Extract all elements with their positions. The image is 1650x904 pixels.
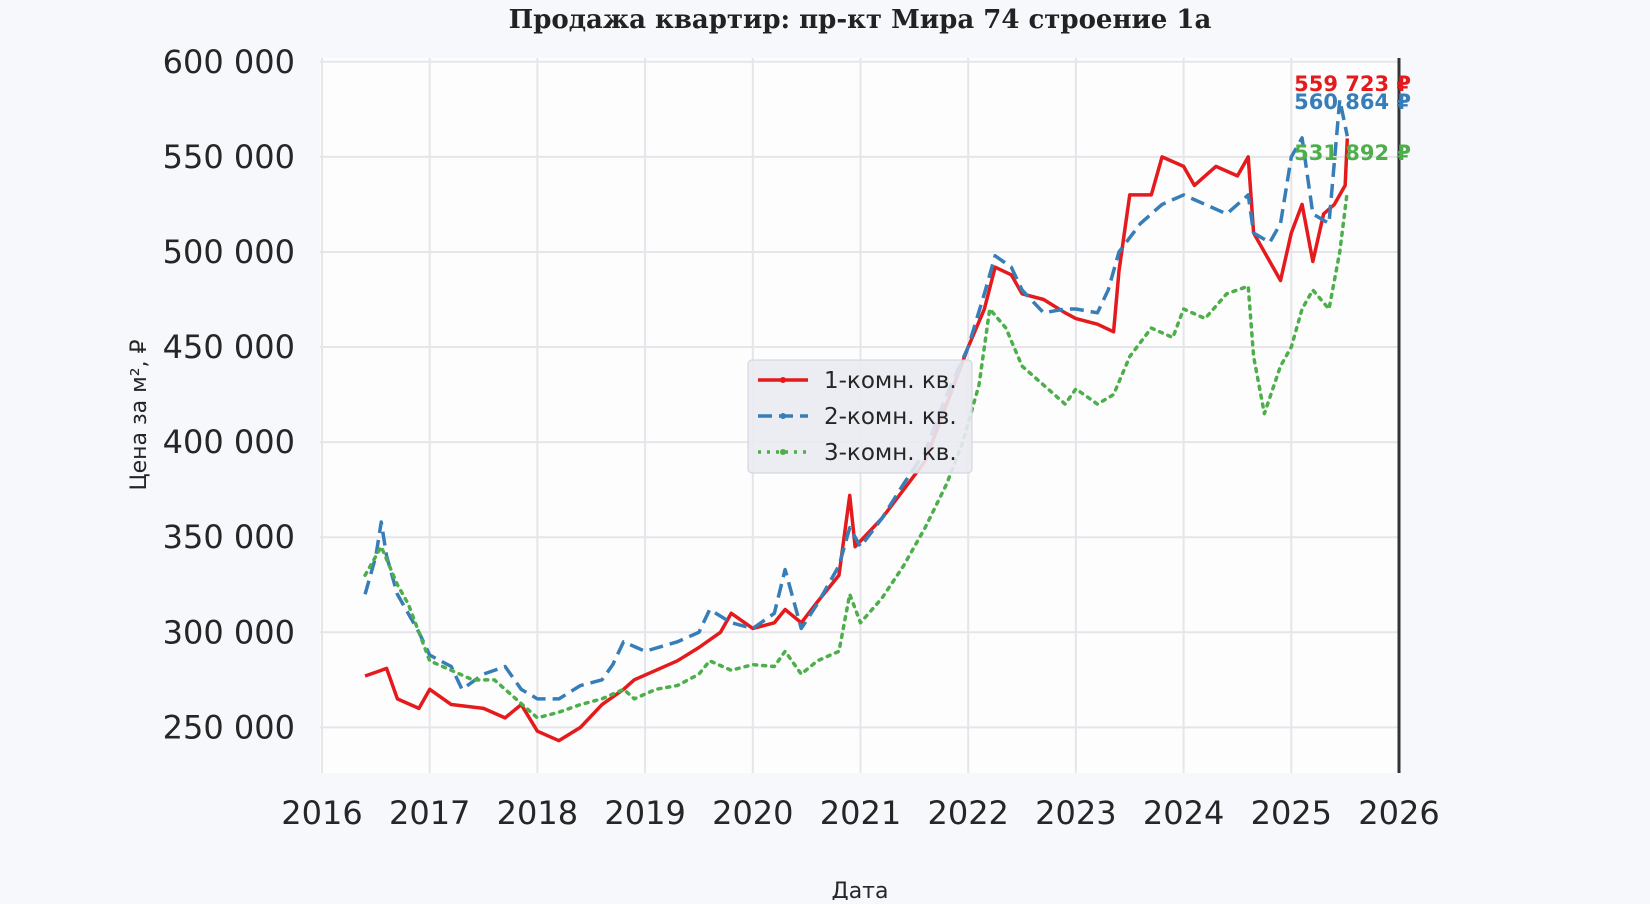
x-tick-label: 2025 — [1251, 794, 1332, 832]
y-axis-ticks: 250 000 300 000 350 000 400 000 450 000 500 0… — [163, 43, 295, 747]
y-tick-label: 350 000 — [163, 518, 295, 556]
x-axis-ticks: 2016 2017 2018 2019 2020 2021 2022 2023 2024 2025… — [281, 794, 1439, 832]
x-tick-label: 2018 — [497, 794, 578, 832]
x-tick-label: 2024 — [1143, 794, 1224, 832]
last-value-label: 560 864 ₽ — [1294, 90, 1411, 114]
last-value-label: 559 723 ₽ — [1294, 72, 1411, 96]
legend-box — [747, 359, 973, 474]
legend-marker — [780, 377, 786, 383]
y-tick-label: 400 000 — [163, 423, 295, 461]
last-value-annotations: 559 723 ₽560 864 ₽ 531 892 ₽ — [1294, 72, 1411, 165]
y-tick-label: 550 000 — [163, 138, 295, 176]
x-axis-label: Дата — [832, 879, 889, 900]
chart-title: Продажа квартир: пр-кт Мира 74 строение … — [509, 5, 1212, 35]
x-tick-label: 2020 — [712, 794, 793, 832]
x-tick-label: 2021 — [820, 794, 901, 832]
x-tick-label: 2017 — [389, 794, 470, 832]
legend-marker — [780, 449, 786, 455]
series-line-3 — [363, 189, 1350, 720]
x-tick-label: 2019 — [604, 794, 685, 832]
x-tick-label: 2016 — [281, 794, 362, 832]
x-tick-label: 2023 — [1035, 794, 1116, 832]
y-tick-label: 300 000 — [163, 613, 295, 651]
y-tick-label: 250 000 — [163, 708, 295, 746]
y-tick-label: 600 000 — [163, 43, 295, 81]
legend: 1-комн. кв. 2-комн. кв. 3-комн. кв. — [747, 359, 973, 474]
y-axis-label: Цена за м², ₽ — [127, 339, 152, 490]
x-tick-label: 2026 — [1358, 794, 1439, 832]
legend-label: 3-комн. кв. — [824, 440, 957, 466]
y-tick-label: 450 000 — [163, 328, 295, 366]
legend-label: 2-комн. кв. — [824, 404, 957, 430]
y-tick-label: 500 000 — [163, 233, 295, 271]
legend-marker — [780, 413, 786, 419]
last-value-label: 531 892 ₽ — [1294, 141, 1411, 165]
series-line-2 — [363, 98, 1350, 701]
legend-label: 1-комн. кв. — [824, 368, 957, 394]
x-tick-label: 2022 — [927, 794, 1008, 832]
